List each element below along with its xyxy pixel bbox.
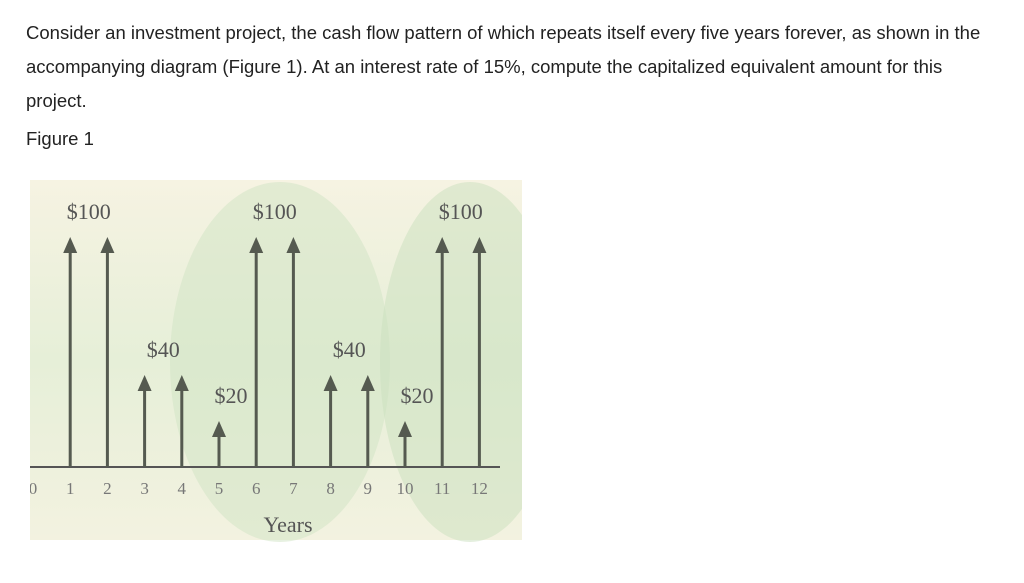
- question-text: Consider an investment project, the cash…: [26, 22, 981, 111]
- figure-label: Figure 1: [26, 128, 94, 149]
- year-tick-label: 0: [30, 479, 37, 498]
- arrow-head-icon: [398, 421, 412, 437]
- arrow-head-icon: [249, 237, 264, 253]
- arrow-head-icon: [323, 375, 338, 391]
- year-tick-label: 9: [364, 479, 373, 498]
- cash-flow-label: $20: [215, 383, 248, 408]
- cash-flow-label: $40: [147, 337, 180, 362]
- arrow-head-icon: [472, 237, 487, 253]
- arrow-head-icon: [286, 237, 301, 253]
- cash-flow-label: $100: [253, 199, 297, 224]
- year-tick-label: 6: [252, 479, 261, 498]
- arrow-head-icon: [360, 375, 375, 391]
- year-tick-label: 12: [471, 479, 488, 498]
- cash-flow-label: $100: [439, 199, 483, 224]
- year-tick-label: 5: [215, 479, 224, 498]
- arrow-head-icon: [137, 375, 152, 391]
- x-axis-label: Years: [263, 512, 312, 537]
- cash-flow-label: $100: [67, 199, 111, 224]
- year-tick-label: 11: [434, 479, 450, 498]
- cash-flow-label: $20: [401, 383, 434, 408]
- arrow-head-icon: [100, 237, 115, 253]
- cash-flow-label: $40: [333, 337, 366, 362]
- year-tick-label: 4: [178, 479, 187, 498]
- year-tick-label: 8: [326, 479, 335, 498]
- year-tick-label: 2: [103, 479, 112, 498]
- year-tick-label: 7: [289, 479, 298, 498]
- cash-flow-diagram: 0 1 2 3 4 5 6 7 8 9 10 11 12$100$40$20$100$40$20$100…: [30, 180, 522, 542]
- year-tick-label: 1: [66, 479, 75, 498]
- arrow-head-icon: [63, 237, 78, 253]
- arrow-head-icon: [435, 237, 450, 253]
- arrow-head-icon: [212, 421, 226, 437]
- year-tick-label: 10: [397, 479, 414, 498]
- arrow-head-icon: [174, 375, 189, 391]
- year-tick-label: 3: [140, 479, 149, 498]
